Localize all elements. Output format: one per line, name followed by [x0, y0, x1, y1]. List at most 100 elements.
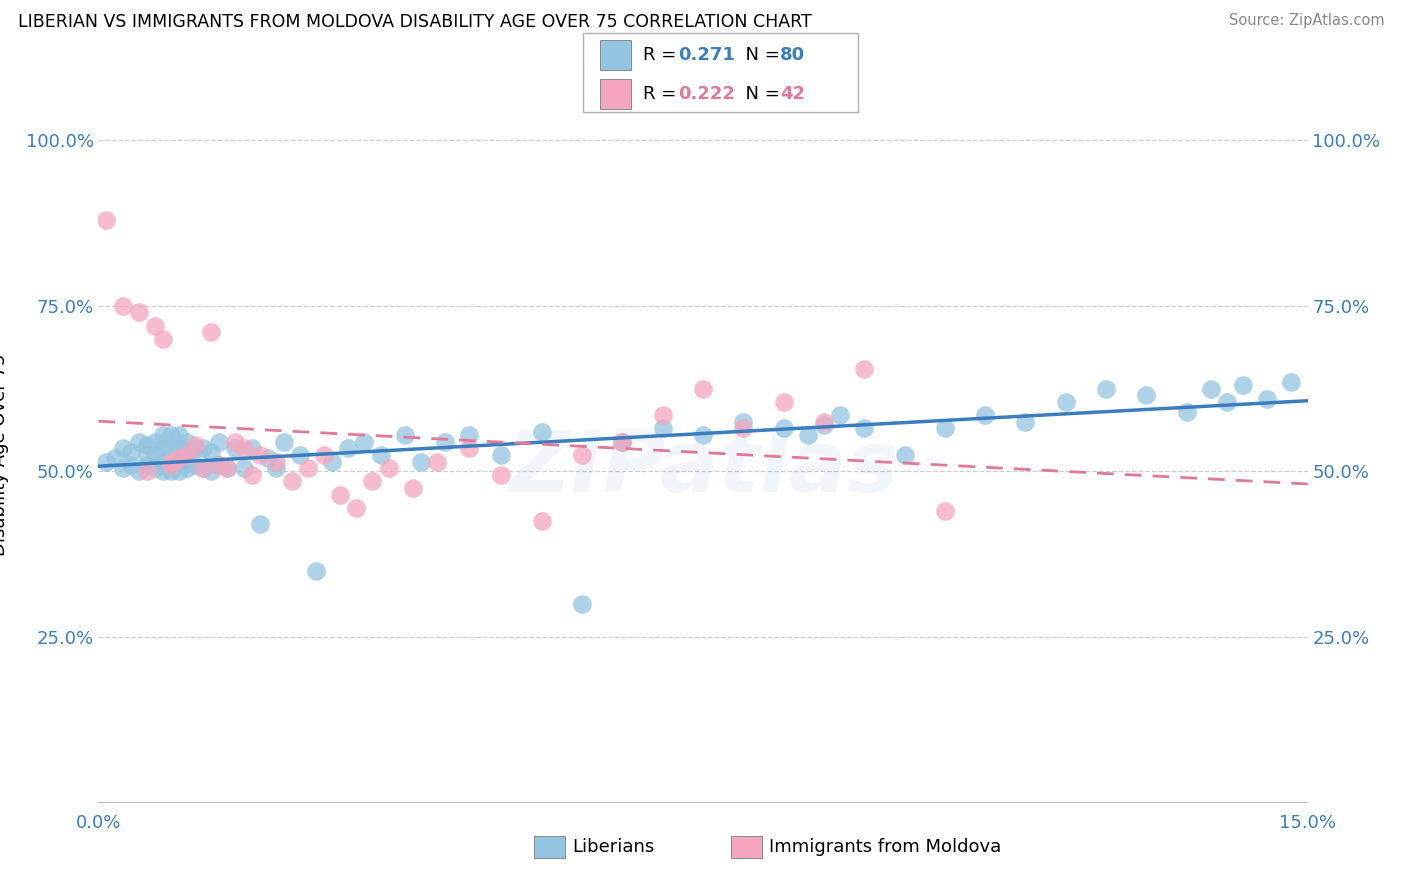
- Point: [974, 408, 997, 422]
- Point: [402, 481, 425, 495]
- Point: [434, 434, 457, 449]
- Text: 42: 42: [780, 86, 806, 103]
- Y-axis label: Disability Age Over 75: Disability Age Over 75: [0, 353, 8, 557]
- Point: [828, 408, 851, 422]
- Text: Immigrants from Moldova: Immigrants from Moldova: [769, 838, 1001, 856]
- Text: Liberians: Liberians: [572, 838, 654, 856]
- Point: [934, 421, 956, 435]
- Point: [160, 428, 183, 442]
- Point: [160, 442, 183, 456]
- Point: [612, 434, 634, 449]
- Point: [651, 421, 673, 435]
- Point: [377, 461, 399, 475]
- Point: [813, 415, 835, 429]
- Point: [530, 425, 553, 439]
- Point: [893, 448, 915, 462]
- Point: [458, 442, 481, 456]
- Point: [344, 500, 367, 515]
- Point: [103, 451, 125, 466]
- Text: N =: N =: [734, 86, 786, 103]
- Point: [491, 448, 513, 462]
- Point: [264, 461, 287, 475]
- Point: [135, 438, 157, 452]
- Point: [217, 461, 239, 475]
- Point: [853, 421, 876, 435]
- Point: [167, 451, 190, 466]
- Point: [394, 428, 416, 442]
- Point: [934, 504, 956, 518]
- Point: [571, 448, 593, 462]
- Point: [160, 454, 183, 468]
- Point: [120, 458, 142, 472]
- Point: [128, 305, 150, 319]
- Point: [184, 458, 207, 472]
- Point: [264, 454, 287, 468]
- Point: [152, 465, 174, 479]
- Point: [409, 454, 432, 468]
- Point: [208, 458, 231, 472]
- Point: [321, 454, 343, 468]
- Point: [193, 461, 215, 475]
- Point: [200, 326, 222, 340]
- Point: [288, 448, 311, 462]
- Point: [120, 444, 142, 458]
- Point: [458, 428, 481, 442]
- Point: [152, 332, 174, 346]
- Point: [370, 448, 392, 462]
- Text: LIBERIAN VS IMMIGRANTS FROM MOLDOVA DISABILITY AGE OVER 75 CORRELATION CHART: LIBERIAN VS IMMIGRANTS FROM MOLDOVA DISA…: [18, 13, 813, 31]
- Point: [1054, 395, 1077, 409]
- Point: [249, 517, 271, 532]
- Point: [797, 428, 820, 442]
- Point: [1199, 382, 1222, 396]
- Point: [167, 428, 190, 442]
- Point: [612, 434, 634, 449]
- Point: [1135, 388, 1157, 402]
- Point: [1175, 405, 1198, 419]
- Point: [208, 458, 231, 472]
- Point: [1281, 375, 1303, 389]
- Point: [111, 461, 134, 475]
- Point: [232, 442, 254, 456]
- Point: [232, 461, 254, 475]
- Point: [152, 428, 174, 442]
- Point: [491, 467, 513, 482]
- Point: [128, 434, 150, 449]
- Point: [167, 465, 190, 479]
- Point: [240, 442, 263, 456]
- Point: [208, 434, 231, 449]
- Point: [733, 415, 755, 429]
- Point: [733, 421, 755, 435]
- Point: [160, 465, 183, 479]
- Point: [111, 299, 134, 313]
- Point: [853, 361, 876, 376]
- Text: N =: N =: [734, 46, 786, 64]
- Point: [193, 461, 215, 475]
- Point: [167, 454, 190, 468]
- Point: [530, 514, 553, 528]
- Point: [772, 395, 794, 409]
- Point: [224, 434, 246, 449]
- Text: R =: R =: [643, 46, 682, 64]
- Point: [305, 564, 328, 578]
- Point: [1014, 415, 1036, 429]
- Point: [224, 442, 246, 456]
- Point: [200, 444, 222, 458]
- Point: [176, 434, 198, 449]
- Point: [772, 421, 794, 435]
- Point: [426, 454, 449, 468]
- Point: [184, 438, 207, 452]
- Text: 0.222: 0.222: [678, 86, 734, 103]
- Point: [96, 212, 118, 227]
- Text: 80: 80: [780, 46, 806, 64]
- Point: [143, 448, 166, 462]
- Point: [571, 597, 593, 611]
- Point: [143, 434, 166, 449]
- Point: [314, 448, 336, 462]
- Point: [176, 448, 198, 462]
- Point: [111, 442, 134, 456]
- Point: [160, 454, 183, 468]
- Point: [249, 448, 271, 462]
- Point: [256, 451, 278, 466]
- Point: [167, 442, 190, 456]
- Text: ZIPatlas: ZIPatlas: [508, 427, 898, 510]
